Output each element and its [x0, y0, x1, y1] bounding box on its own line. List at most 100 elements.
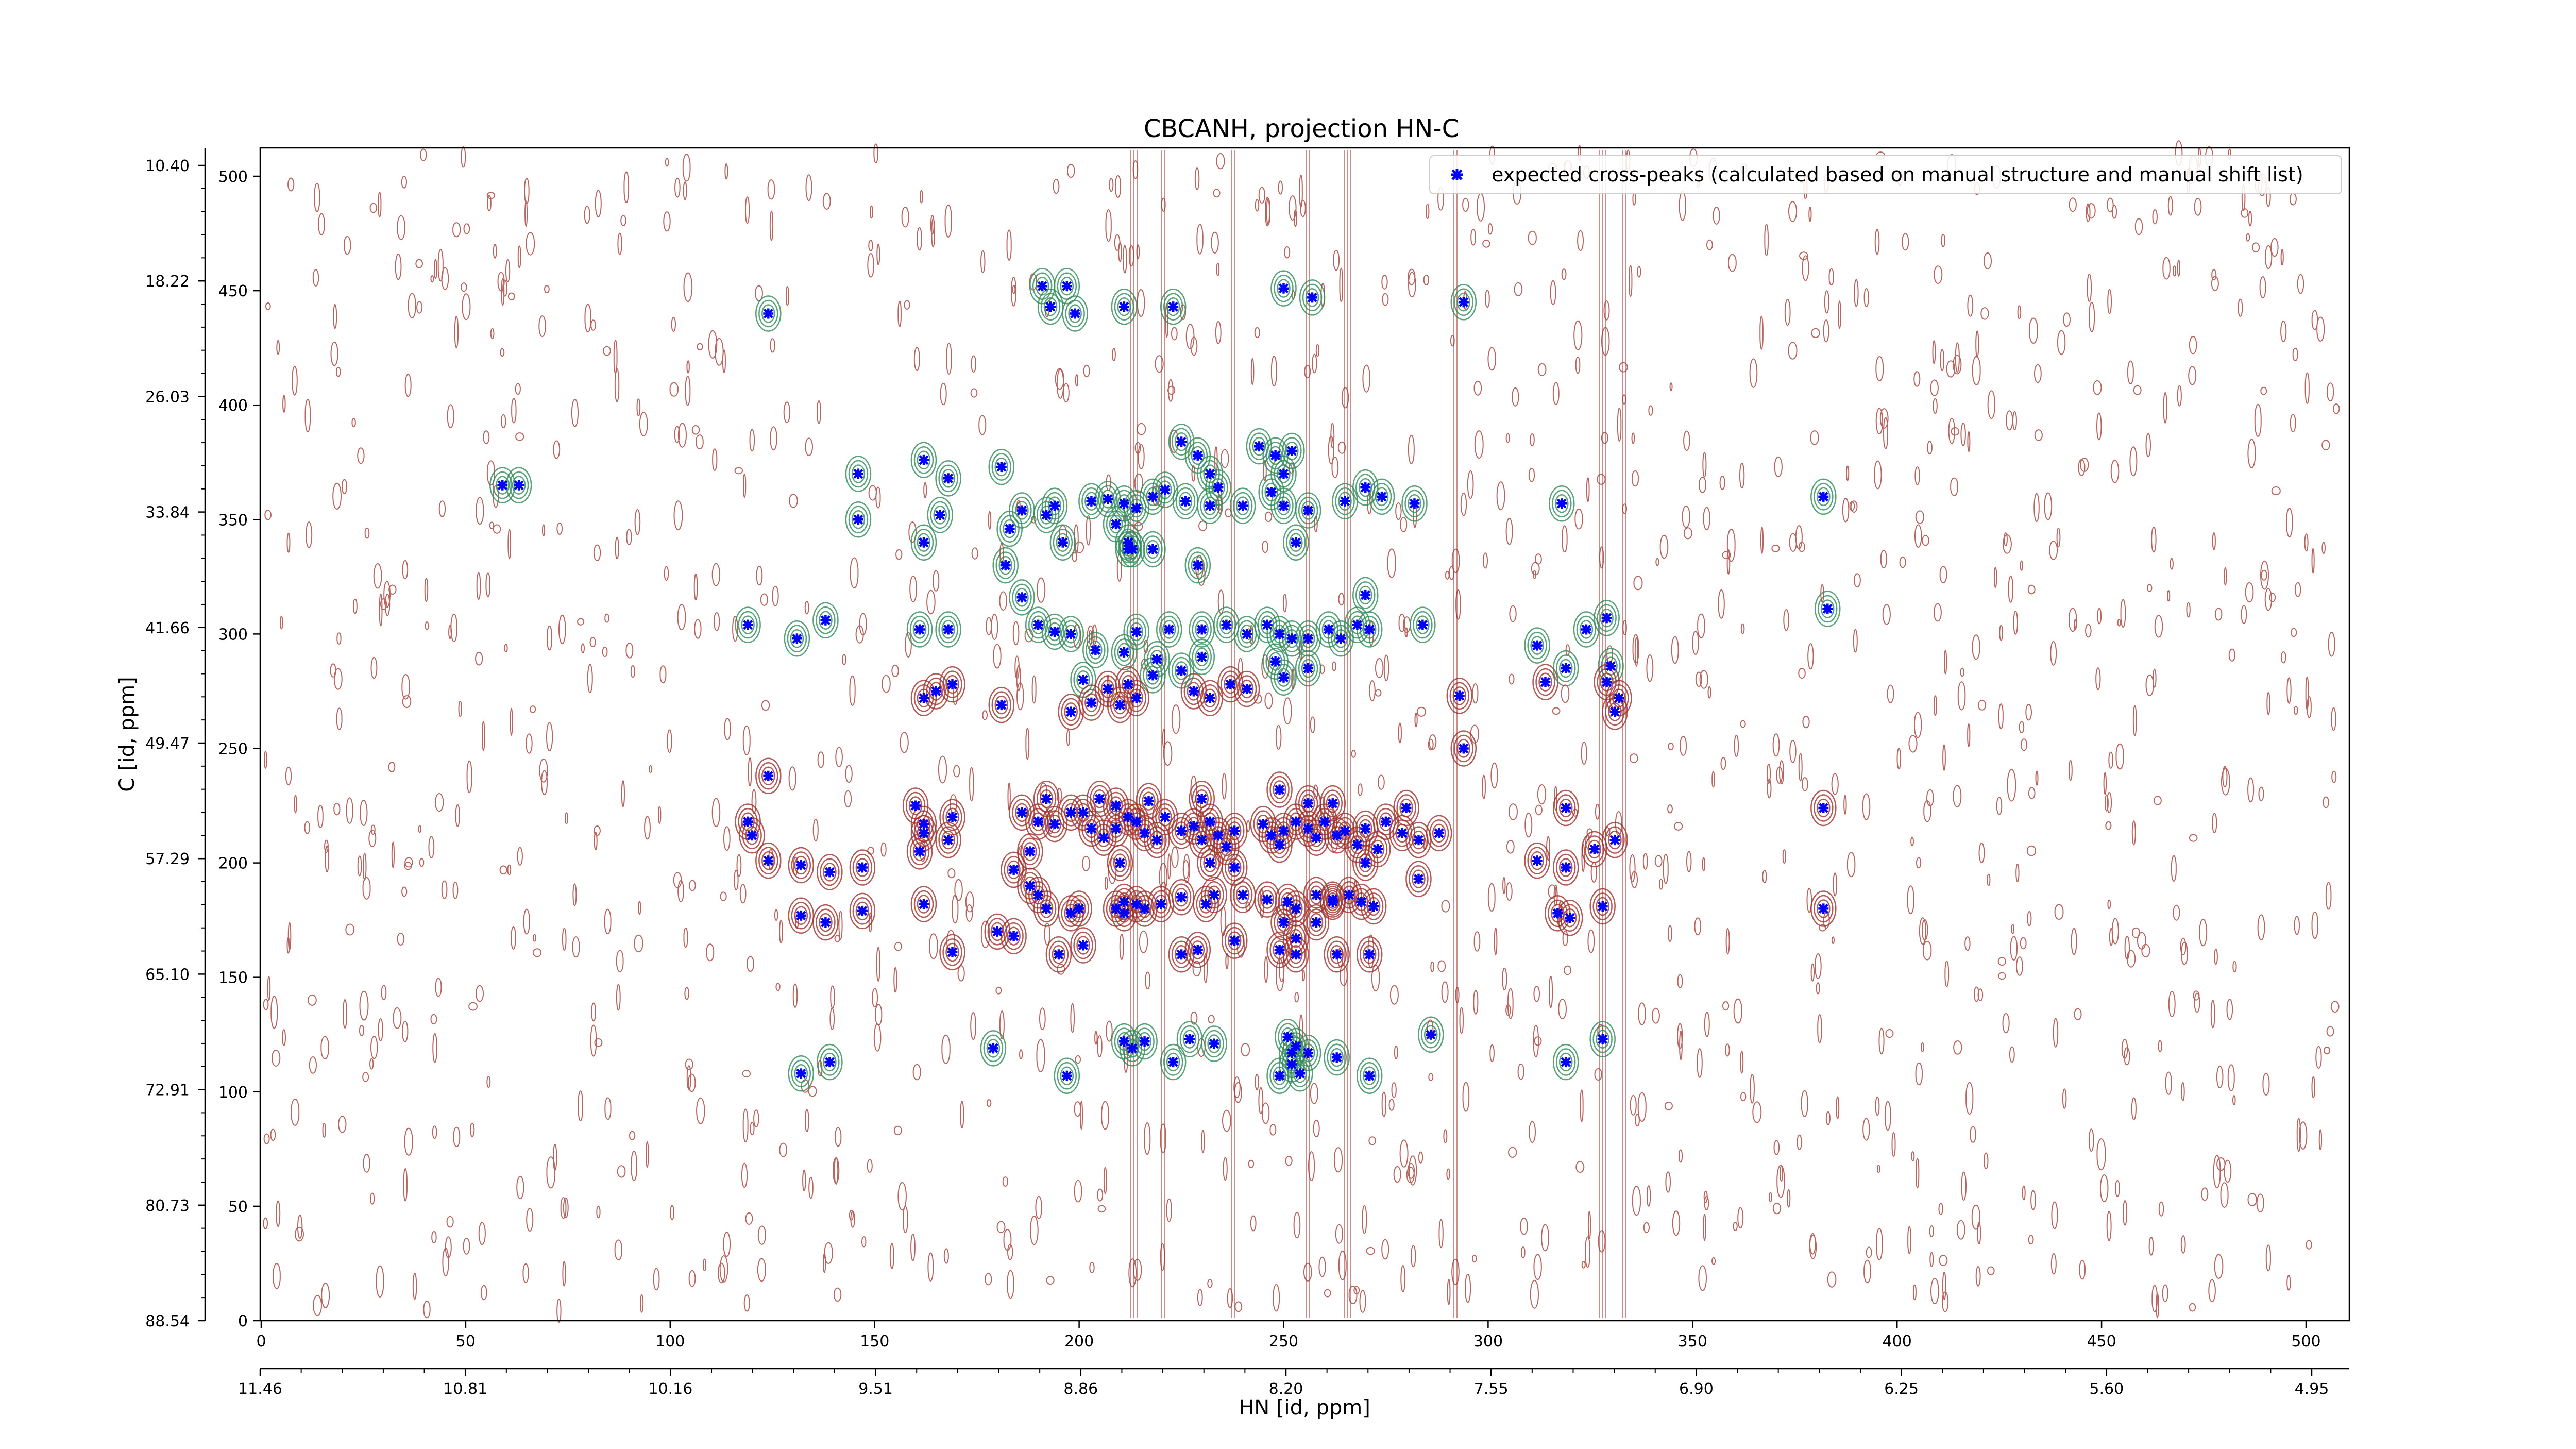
cross-peak-marker: [1372, 844, 1383, 854]
y-tick-label: 300: [218, 626, 248, 644]
peak-contour: [1254, 881, 1280, 918]
chart-title: CBCANH, projection HN-C: [1144, 114, 1459, 143]
cross-peak-marker: [1205, 693, 1215, 703]
cross-peak-marker: [1331, 830, 1342, 841]
cross-peak-marker: [1331, 949, 1342, 960]
cross-peak-marker: [1532, 640, 1543, 651]
peak-contour: [788, 847, 815, 884]
cross-peak-marker: [1123, 679, 1133, 690]
peak-contour: [910, 886, 937, 922]
cross-peak-marker: [1192, 945, 1203, 955]
peak-contour: [1172, 483, 1199, 520]
cross-peak-marker: [1282, 897, 1293, 907]
cross-peak-marker: [1008, 931, 1019, 941]
cross-peak-marker: [1111, 519, 1121, 530]
peak-contour: [1552, 1043, 1579, 1081]
peak-contour: [1058, 616, 1084, 652]
cross-peak-marker: [1242, 629, 1252, 639]
peak-contour: [755, 842, 782, 879]
cross-peak-marker: [1561, 862, 1571, 873]
peak-contour: [1160, 288, 1187, 325]
cross-peak-marker: [1589, 844, 1600, 854]
cross-peak-marker: [1291, 1041, 1301, 1051]
peak-contour: [1401, 485, 1428, 522]
cross-peak-marker: [1818, 803, 1829, 813]
cross-peak-marker: [1368, 901, 1379, 912]
cross-peak-marker: [763, 308, 774, 319]
cross-peak-marker: [853, 514, 863, 525]
cross-peak-marker: [1270, 656, 1281, 667]
peak-contour: [755, 757, 782, 795]
noise-contours: [263, 140, 2340, 1323]
peak-contour: [1017, 833, 1043, 870]
peak-contour: [1594, 600, 1620, 636]
cross-peak-marker: [1200, 899, 1211, 909]
cross-peak-marker: [857, 862, 868, 873]
cross-peak-marker: [1209, 889, 1219, 900]
peak-contour: [1221, 813, 1248, 849]
peak-contour: [1156, 611, 1182, 648]
y-ppm-tick-label: 33.84: [145, 504, 190, 522]
cross-peak-marker: [1061, 1070, 1072, 1081]
cross-peak-marker: [1307, 292, 1318, 303]
x-tick-label: 0: [256, 1333, 266, 1351]
cross-peak-marker: [1344, 889, 1354, 900]
cross-peak-marker: [1164, 624, 1175, 635]
cross-peak-marker: [943, 835, 954, 846]
cross-peak-marker: [1147, 670, 1158, 681]
peak-contour: [1270, 659, 1297, 696]
cross-peak-marker: [1139, 903, 1150, 914]
cross-peak-marker: [1278, 500, 1289, 511]
cross-peak-marker: [1601, 613, 1612, 624]
cross-peak-marker: [1118, 1036, 1129, 1047]
peak-contour: [910, 524, 937, 561]
y-tick-label: 500: [218, 168, 248, 186]
cross-peak-marker: [1311, 917, 1321, 928]
y-tick-label: 350: [218, 511, 248, 529]
cross-peak-marker: [919, 537, 929, 548]
peak-contour: [1070, 661, 1096, 698]
y-ppm-tick-label: 57.29: [145, 850, 190, 868]
x-axis-index-ticks: 0 50 100 150 200 250 300 350 400 450 500: [256, 1321, 2321, 1351]
cross-peak-marker: [1364, 624, 1375, 635]
cross-peak-marker: [1311, 832, 1321, 843]
x-tick-label: 450: [2087, 1333, 2116, 1351]
cross-peak-marker: [1213, 482, 1224, 493]
peak-contour: [1303, 904, 1330, 941]
cross-peak-marker: [1274, 784, 1285, 795]
x-tick-label: 300: [1473, 1333, 1503, 1351]
cross-peak-marker: [1103, 494, 1113, 504]
cross-peak-marker: [1278, 468, 1289, 479]
cross-peak-marker: [1454, 690, 1465, 701]
peak-contour: [1393, 789, 1419, 827]
peak-contour: [988, 686, 1015, 723]
cross-peak-marker: [1131, 816, 1142, 827]
y-ppm-tick-label: 80.73: [145, 1197, 190, 1215]
peak-contour: [1152, 471, 1178, 508]
cross-peak-marker: [763, 770, 774, 781]
cross-peak-marker: [1331, 1052, 1342, 1063]
x-tick-label: 200: [1064, 1333, 1094, 1351]
peak-contour: [1270, 270, 1297, 307]
cross-peak-marker: [1205, 816, 1215, 827]
cross-peak-marker: [1118, 647, 1129, 658]
y-ppm-tick-label: 26.03: [145, 388, 190, 406]
y-ppm-tick-label: 49.47: [145, 735, 190, 753]
peak-contour: [1062, 295, 1088, 332]
cross-peak-marker: [1057, 537, 1068, 548]
peak-contour: [910, 442, 937, 479]
cross-peak-marker: [1103, 684, 1113, 694]
cross-peak-marker: [1160, 812, 1171, 822]
peak-contour: [1266, 771, 1293, 808]
cross-peak-marker: [1131, 899, 1142, 909]
peak-contour: [1368, 478, 1395, 515]
peak-contour: [1221, 922, 1248, 959]
peak-contour: [1017, 867, 1043, 904]
cross-peak-marker: [1049, 627, 1060, 637]
cross-peak-marker: [1192, 450, 1203, 461]
cross-peak-marker: [1118, 301, 1129, 312]
peak-contour: [735, 606, 761, 643]
peak-contour: [1266, 1057, 1293, 1094]
peak-contour: [1356, 936, 1383, 973]
